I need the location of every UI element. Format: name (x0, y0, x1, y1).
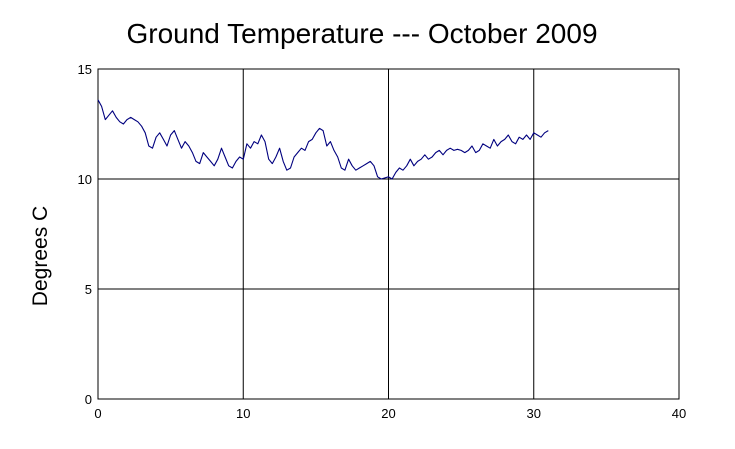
series-line-0 (97, 99, 549, 180)
x-tick-label-4: 40 (672, 406, 686, 421)
y-tick-label-2: 10 (78, 172, 92, 187)
grid (98, 69, 679, 399)
y-tick-label-3: 15 (78, 62, 92, 77)
y-tick-label-0: 0 (85, 392, 92, 407)
x-tick-label-0: 0 (94, 406, 101, 421)
plot-frame (97, 68, 680, 400)
series-layer (97, 99, 549, 180)
x-tick-label-3: 30 (527, 406, 541, 421)
x-tick-label-1: 10 (236, 406, 250, 421)
tick-labels: 0 10 20 30 40 0 5 10 15 (78, 62, 687, 421)
y-tick-label-1: 5 (85, 282, 92, 297)
y-axis-label: Degrees C (29, 206, 52, 306)
chart-title: Ground Temperature --- October 2009 (126, 18, 597, 49)
x-tick-label-2: 20 (381, 406, 395, 421)
